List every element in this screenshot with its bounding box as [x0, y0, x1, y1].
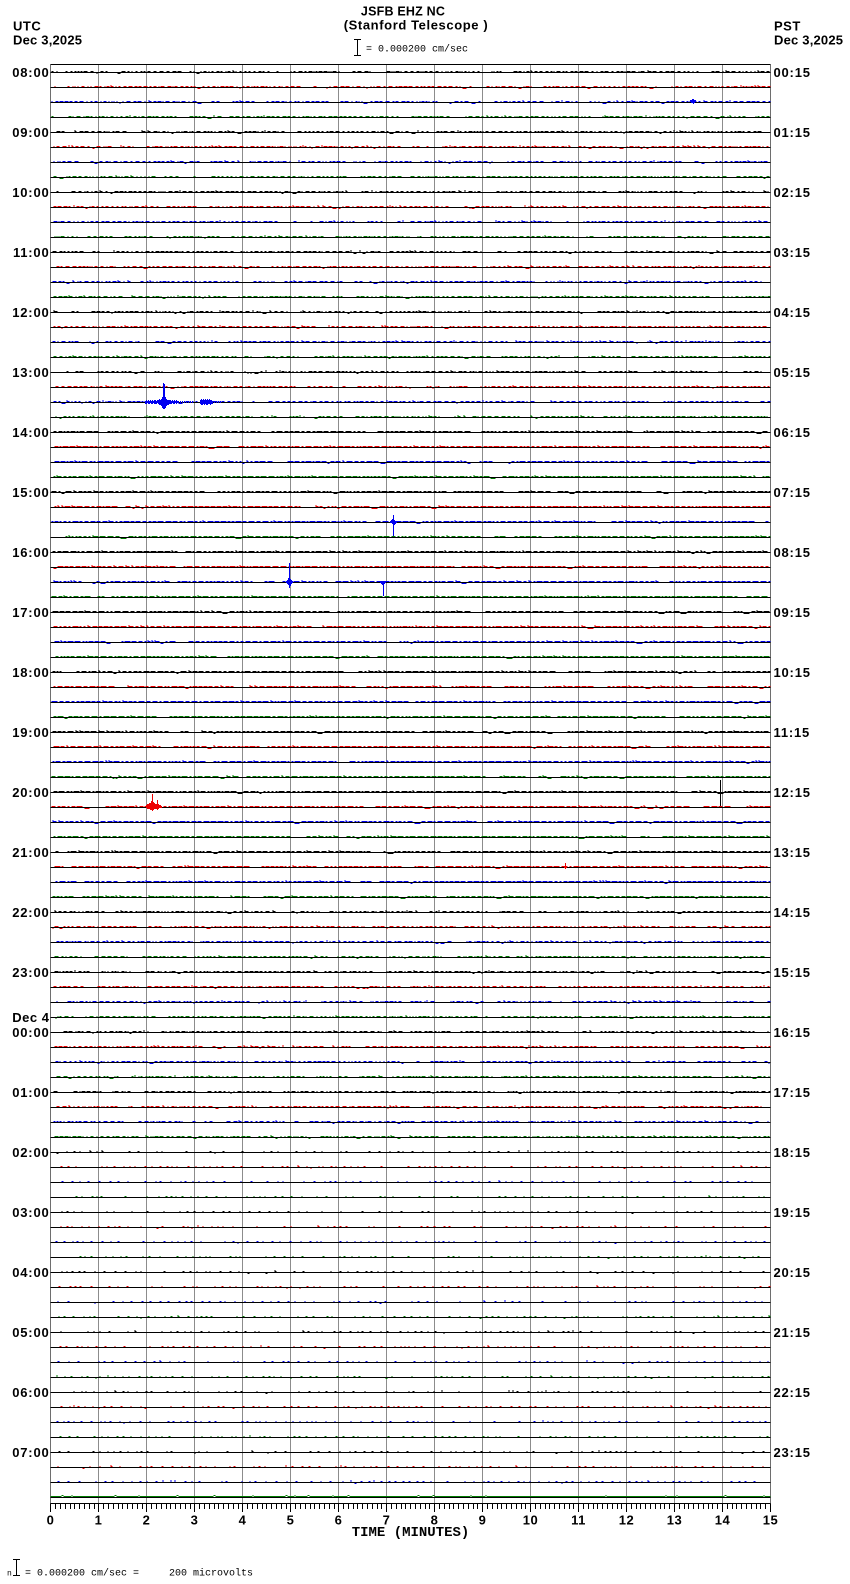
svg-text:08:00: 08:00	[12, 65, 49, 80]
svg-text:19:00: 19:00	[12, 725, 49, 740]
svg-text:23:00: 23:00	[12, 965, 49, 980]
svg-text:TIME (MINUTES): TIME (MINUTES)	[352, 1525, 470, 1541]
svg-text:8: 8	[431, 1513, 439, 1528]
svg-text:6: 6	[335, 1513, 343, 1528]
svg-text:2: 2	[143, 1513, 151, 1528]
svg-text:11:00: 11:00	[13, 245, 50, 260]
svg-text:09:15: 09:15	[774, 605, 811, 620]
svg-text:14: 14	[715, 1513, 731, 1528]
svg-text:22:00: 22:00	[12, 905, 49, 920]
svg-text:13: 13	[667, 1513, 682, 1528]
svg-text:18:15: 18:15	[774, 1145, 811, 1160]
svg-text:11:15: 11:15	[774, 725, 811, 740]
svg-text:14:15: 14:15	[774, 905, 811, 920]
svg-text:5: 5	[287, 1513, 295, 1528]
svg-text:9: 9	[479, 1513, 487, 1528]
svg-text:1: 1	[95, 1513, 103, 1528]
svg-text:Dec 3,2025: Dec 3,2025	[13, 33, 82, 48]
svg-text:UTC: UTC	[13, 19, 41, 34]
svg-text:21:00: 21:00	[12, 845, 49, 860]
svg-text:13:15: 13:15	[774, 845, 811, 860]
svg-text:00:00: 00:00	[12, 1025, 49, 1040]
svg-text:7: 7	[383, 1513, 391, 1528]
svg-text:05:00: 05:00	[12, 1325, 49, 1340]
svg-text:06:00: 06:00	[12, 1385, 49, 1400]
svg-text:22:15: 22:15	[774, 1385, 811, 1400]
svg-text:(Stanford Telescope ): (Stanford Telescope )	[344, 18, 489, 33]
svg-text:10: 10	[523, 1513, 538, 1528]
svg-text:07:15: 07:15	[774, 485, 811, 500]
svg-text:4: 4	[239, 1513, 247, 1528]
svg-text:10:15: 10:15	[774, 665, 811, 680]
svg-text:19:15: 19:15	[774, 1205, 811, 1220]
svg-text:Dec 4: Dec 4	[12, 1010, 49, 1025]
svg-text:15: 15	[763, 1513, 778, 1528]
svg-text:3: 3	[191, 1513, 199, 1528]
svg-text:n: n	[7, 1570, 12, 1579]
svg-text:12: 12	[619, 1513, 634, 1528]
svg-text:10:00: 10:00	[12, 185, 49, 200]
svg-text:23:15: 23:15	[774, 1445, 811, 1460]
svg-text:01:15: 01:15	[774, 125, 811, 140]
svg-text:12:15: 12:15	[774, 785, 811, 800]
svg-text:16:00: 16:00	[12, 545, 49, 560]
svg-text:15:15: 15:15	[774, 965, 811, 980]
svg-text:20:15: 20:15	[774, 1265, 811, 1280]
svg-text:11: 11	[571, 1513, 586, 1528]
svg-text:03:00: 03:00	[12, 1205, 49, 1220]
svg-text:01:00: 01:00	[12, 1085, 49, 1100]
svg-text:JSFB EHZ NC: JSFB EHZ NC	[361, 5, 445, 19]
svg-text:14:00: 14:00	[12, 425, 49, 440]
svg-text:16:15: 16:15	[774, 1025, 811, 1040]
svg-text:04:00: 04:00	[12, 1265, 49, 1280]
svg-text:21:15: 21:15	[774, 1325, 811, 1340]
svg-text:18:00: 18:00	[12, 665, 49, 680]
svg-text:= 0.000200 cm/sec = 200 mi: = 0.000200 cm/sec = 200 microvolts	[25, 1568, 253, 1580]
svg-text:13:00: 13:00	[12, 365, 49, 380]
svg-text:02:15: 02:15	[774, 185, 811, 200]
svg-text:02:00: 02:00	[12, 1145, 49, 1160]
svg-text:07:00: 07:00	[12, 1445, 49, 1460]
svg-text:06:15: 06:15	[774, 425, 811, 440]
svg-text:00:15: 00:15	[774, 65, 811, 80]
svg-text:17:15: 17:15	[774, 1085, 811, 1100]
svg-text:08:15: 08:15	[774, 545, 811, 560]
svg-text:20:00: 20:00	[12, 785, 49, 800]
svg-text:17:00: 17:00	[12, 605, 49, 620]
svg-text:= 0.000200 cm/sec: = 0.000200 cm/sec	[366, 44, 468, 56]
svg-text:15:00: 15:00	[12, 485, 49, 500]
svg-text:05:15: 05:15	[774, 365, 811, 380]
svg-text:Dec 3,2025: Dec 3,2025	[774, 33, 843, 48]
svg-text:09:00: 09:00	[12, 125, 49, 140]
svg-text:0: 0	[47, 1513, 55, 1528]
svg-text:PST: PST	[774, 19, 801, 34]
svg-text:04:15: 04:15	[774, 305, 811, 320]
svg-text:12:00: 12:00	[12, 305, 49, 320]
svg-text:03:15: 03:15	[774, 245, 811, 260]
